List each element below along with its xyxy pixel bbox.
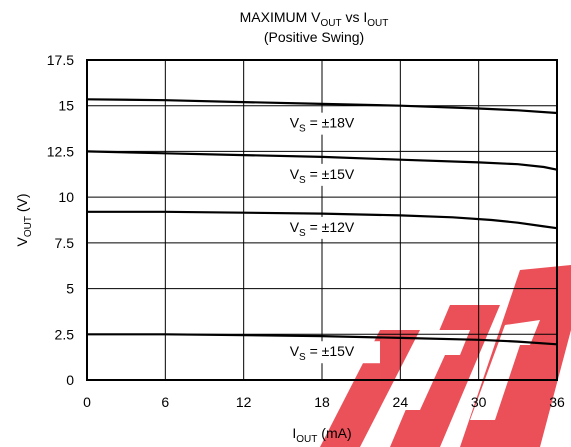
series-line-3 xyxy=(87,333,558,346)
x-tick-label: 30 xyxy=(471,394,487,410)
y-tick-label: 17.5 xyxy=(47,52,74,68)
x-tick-label: 24 xyxy=(393,394,409,410)
plot-area: 0 6 12 18 24 30 36 0 2.5 5 7.5 10 12.5 15 17.5 VS = ±18… xyxy=(47,52,565,410)
x-tick-label: 6 xyxy=(161,394,169,410)
x-axis-label: IOUT (mA) xyxy=(292,425,351,445)
series-line-0 xyxy=(86,98,558,115)
series-label-bg xyxy=(264,163,380,186)
y-tick-label: 7.5 xyxy=(55,235,75,251)
y-tick-label: 2.5 xyxy=(55,326,75,342)
y-axis-label: VOUT (V) xyxy=(14,193,34,246)
watermark-logo xyxy=(320,265,571,447)
y-tick-label: 12.5 xyxy=(47,143,74,159)
series-label: VS = ±15V xyxy=(290,166,355,186)
series-label: VS = ±12V xyxy=(290,219,355,239)
plot-frame xyxy=(86,59,558,381)
y-tick-label: 0 xyxy=(66,372,74,388)
series-label: VS = ±18V xyxy=(290,115,355,135)
y-tick-label: 15 xyxy=(58,98,74,114)
x-tick-label: 12 xyxy=(236,394,252,410)
series-label-bg xyxy=(264,216,380,239)
y-tick-label: 5 xyxy=(66,281,74,297)
series-label: VS = ±15V xyxy=(290,343,355,363)
x-tick-label: 0 xyxy=(83,394,91,410)
x-tick-label: 36 xyxy=(549,394,565,410)
chart-subtitle: (Positive Swing) xyxy=(264,29,364,45)
series-label-bg xyxy=(264,341,380,364)
x-tick-label: 18 xyxy=(314,394,330,410)
series-line-2 xyxy=(87,210,558,230)
series-line-1 xyxy=(86,150,558,171)
chart-title: MAXIMUM VOUT vs IOUT xyxy=(240,9,389,29)
series-label-bg xyxy=(264,112,380,135)
y-tick-label: 10 xyxy=(58,189,74,205)
